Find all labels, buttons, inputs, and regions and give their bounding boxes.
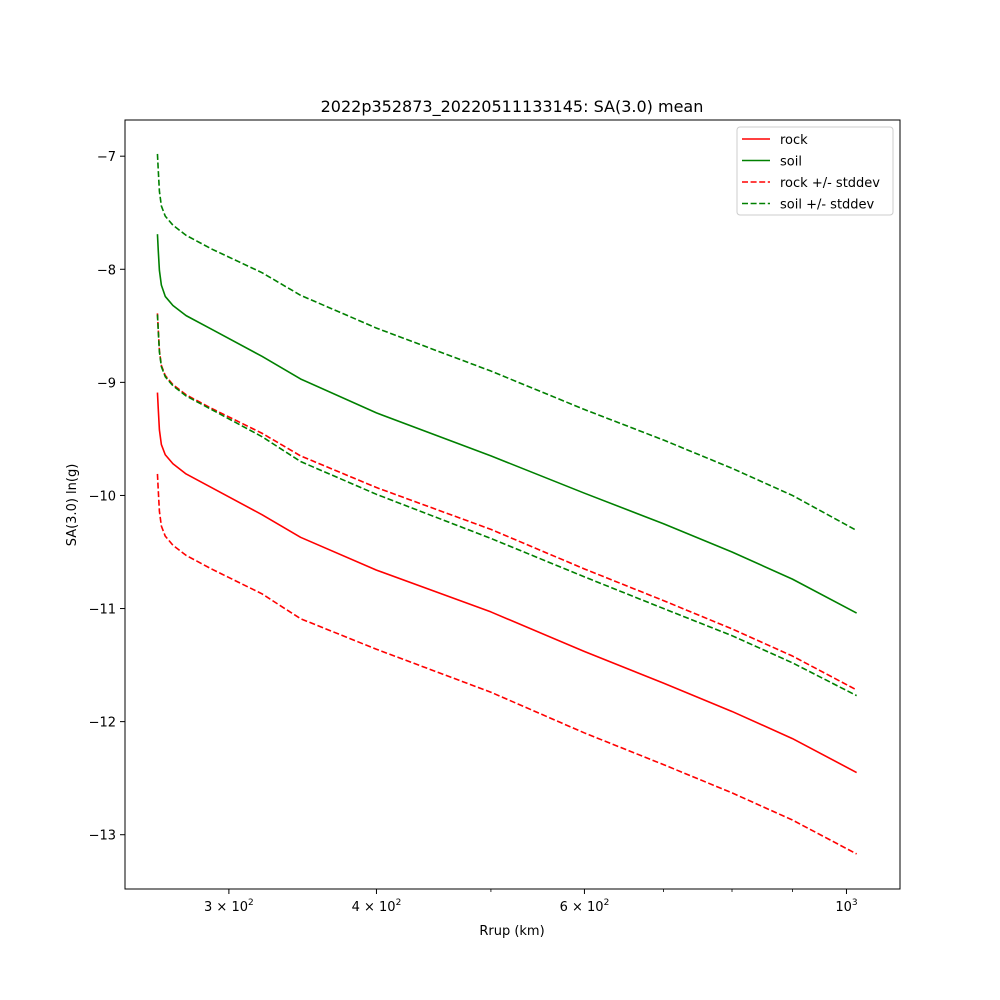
y-axis-label: SA(3.0) ln(g): [65, 464, 80, 547]
chart-title: 2022p352873_20220511133145: SA(3.0) mean: [321, 97, 704, 117]
series-line-2: [156, 313, 858, 691]
legend-box: [736, 126, 894, 216]
y-tick-label: −10: [89, 489, 116, 504]
x-axis: 3 × 102 4 × 102 6 × 102 103: [204, 889, 858, 915]
x-tick-label: 3 × 102: [204, 898, 254, 915]
legend: rock soil rock +/- stddev soil +/- stddev: [736, 126, 894, 216]
y-tick-label: −13: [89, 829, 116, 844]
series-line-5: [156, 314, 857, 697]
plot-lines: [156, 153, 858, 855]
x-tick-label: 4 × 102: [352, 898, 402, 915]
series-line-4: [156, 153, 858, 532]
plot-frame: [124, 119, 901, 890]
y-tick-label: −8: [97, 263, 116, 278]
y-tick-label: −11: [89, 603, 116, 618]
legend-label: rock +/- stddev: [780, 176, 880, 191]
series-line-3: [156, 473, 858, 855]
y-tick-label: −9: [97, 376, 116, 391]
y-tick-label: −7: [97, 150, 116, 165]
legend-label: soil +/- stddev: [780, 198, 875, 213]
x-tick-label: 6 × 102: [560, 898, 610, 915]
series-line-1: [156, 234, 858, 614]
series-line-0: [156, 392, 858, 774]
legend-label: soil: [780, 155, 802, 170]
x-tick-label: 103: [835, 898, 857, 915]
y-tick-label: −12: [89, 716, 116, 731]
y-axis: −7 −8 −9 −10 −11 −12 −13: [89, 150, 125, 844]
x-axis-label: Rrup (km): [479, 924, 544, 939]
legend-label: rock: [780, 133, 808, 148]
